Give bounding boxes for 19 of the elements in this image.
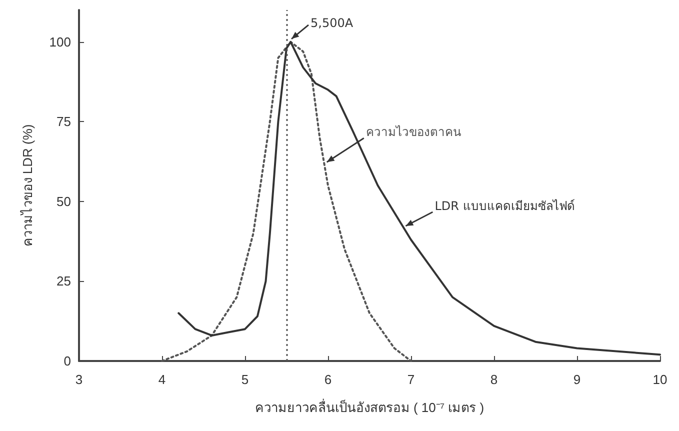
x-tick-label: 6 xyxy=(324,372,332,387)
x-axis-title: ความยาวคลื่นเป็นอังสตรอม ( 10⁻⁷ เมตร ) xyxy=(254,398,484,415)
x-tick-label: 5 xyxy=(241,372,249,387)
text: ความไวของตาคน xyxy=(366,124,461,142)
x-tick-label: 7 xyxy=(407,372,415,387)
text: LDR แบบแคดเมียมซัลไฟด์ xyxy=(434,198,575,215)
x-tick-label: 10 xyxy=(652,372,668,387)
line-series xyxy=(178,40,661,356)
y-tick-label: 75 xyxy=(56,114,71,130)
y-tick-label: 50 xyxy=(56,194,71,209)
y-tick-label: 0 xyxy=(64,354,71,368)
y-tick-label: 100 xyxy=(49,34,71,50)
x-tick-label: 9 xyxy=(573,372,581,387)
x-tick-label: 8 xyxy=(490,372,498,387)
annotation: 5,500A xyxy=(310,16,354,30)
x-tick-label: 4 xyxy=(158,372,166,387)
y-tick-label: 25 xyxy=(56,274,71,289)
x-tick-label: 3 xyxy=(75,372,83,387)
y-axis-title: ความไวของ LDR (%) xyxy=(20,124,35,247)
